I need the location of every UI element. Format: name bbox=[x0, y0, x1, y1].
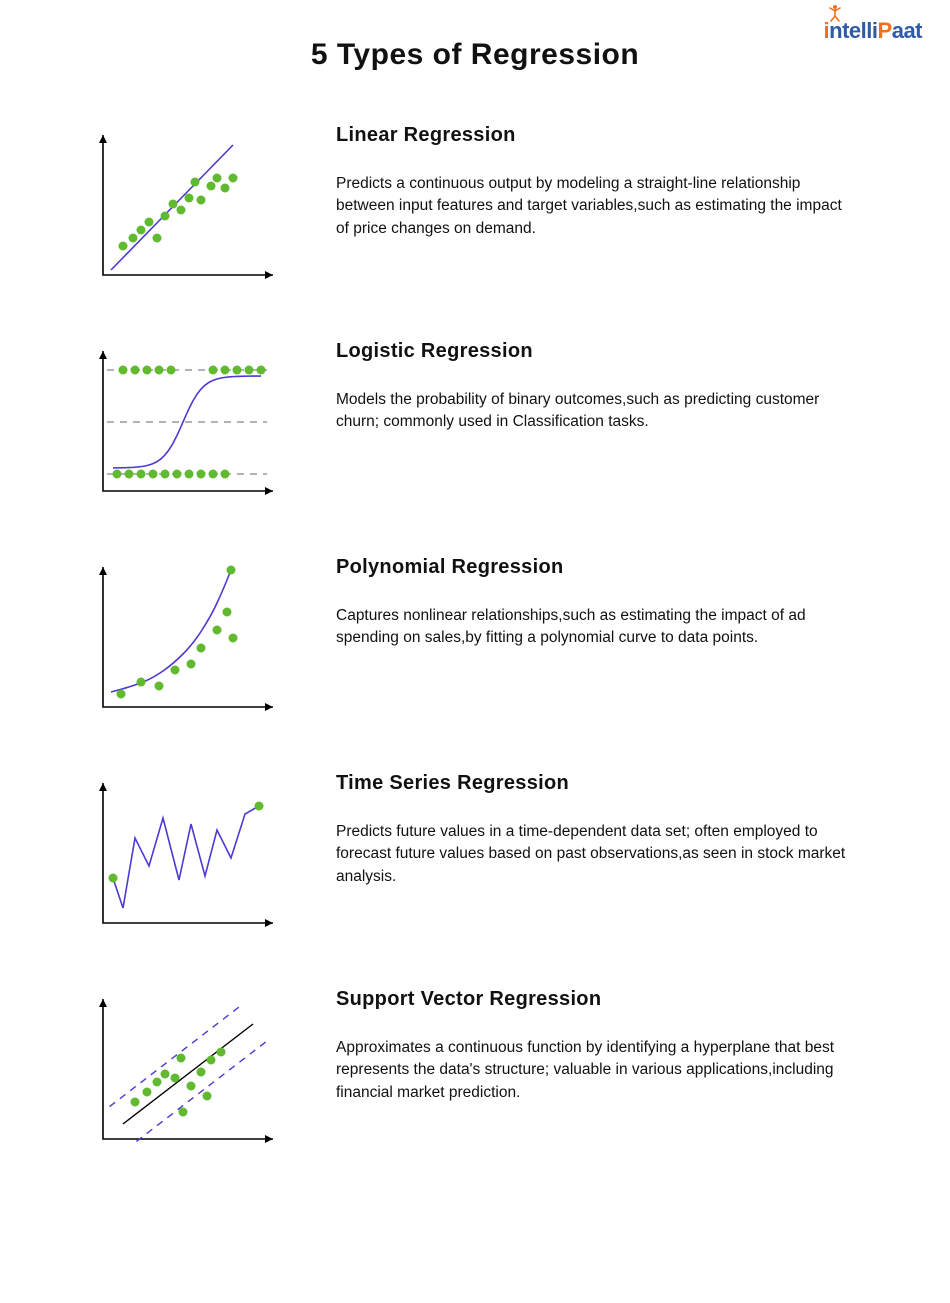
row-title: Logistic Regression bbox=[336, 340, 910, 363]
text-column: Linear Regression Predicts a continuous … bbox=[336, 120, 910, 240]
brand-logo: intelliPaat bbox=[824, 18, 922, 44]
text-column: Polynomial Regression Captures nonlinear… bbox=[336, 552, 910, 650]
row-description: Predicts future values in a time-depende… bbox=[336, 821, 856, 888]
chart-polynomial bbox=[78, 552, 288, 722]
logo-figure-icon bbox=[826, 4, 844, 22]
text-column: Logistic Regression Models the probabili… bbox=[336, 336, 910, 434]
chart-timeseries bbox=[78, 768, 288, 938]
page-title: 5 Types of Regression bbox=[0, 0, 950, 72]
row-description: Models the probability of binary outcome… bbox=[336, 389, 856, 434]
row-description: Predicts a continuous output by modeling… bbox=[336, 173, 856, 240]
row-title: Linear Regression bbox=[336, 124, 910, 147]
text-column: Time Series Regression Predicts future v… bbox=[336, 768, 910, 888]
row-description: Captures nonlinear relationships,such as… bbox=[336, 605, 856, 650]
row-description: Approximates a continuous function by id… bbox=[336, 1037, 856, 1104]
text-column: Support Vector Regression Approximates a… bbox=[336, 984, 910, 1104]
regression-row: Polynomial Regression Captures nonlinear… bbox=[78, 552, 910, 722]
regression-row: Time Series Regression Predicts future v… bbox=[78, 768, 910, 938]
logo-text-p: P bbox=[878, 18, 892, 43]
row-title: Support Vector Regression bbox=[336, 988, 910, 1011]
logo-text-aat: aat bbox=[892, 18, 922, 43]
chart-svr bbox=[78, 984, 288, 1154]
chart-sigmoid bbox=[78, 336, 288, 506]
regression-row: Support Vector Regression Approximates a… bbox=[78, 984, 910, 1154]
regression-row: Linear Regression Predicts a continuous … bbox=[78, 120, 910, 290]
row-title: Polynomial Regression bbox=[336, 556, 910, 579]
chart-scatter-with-line bbox=[78, 120, 288, 290]
regression-list: Linear Regression Predicts a continuous … bbox=[0, 120, 950, 1154]
row-title: Time Series Regression bbox=[336, 772, 910, 795]
regression-row: Logistic Regression Models the probabili… bbox=[78, 336, 910, 506]
